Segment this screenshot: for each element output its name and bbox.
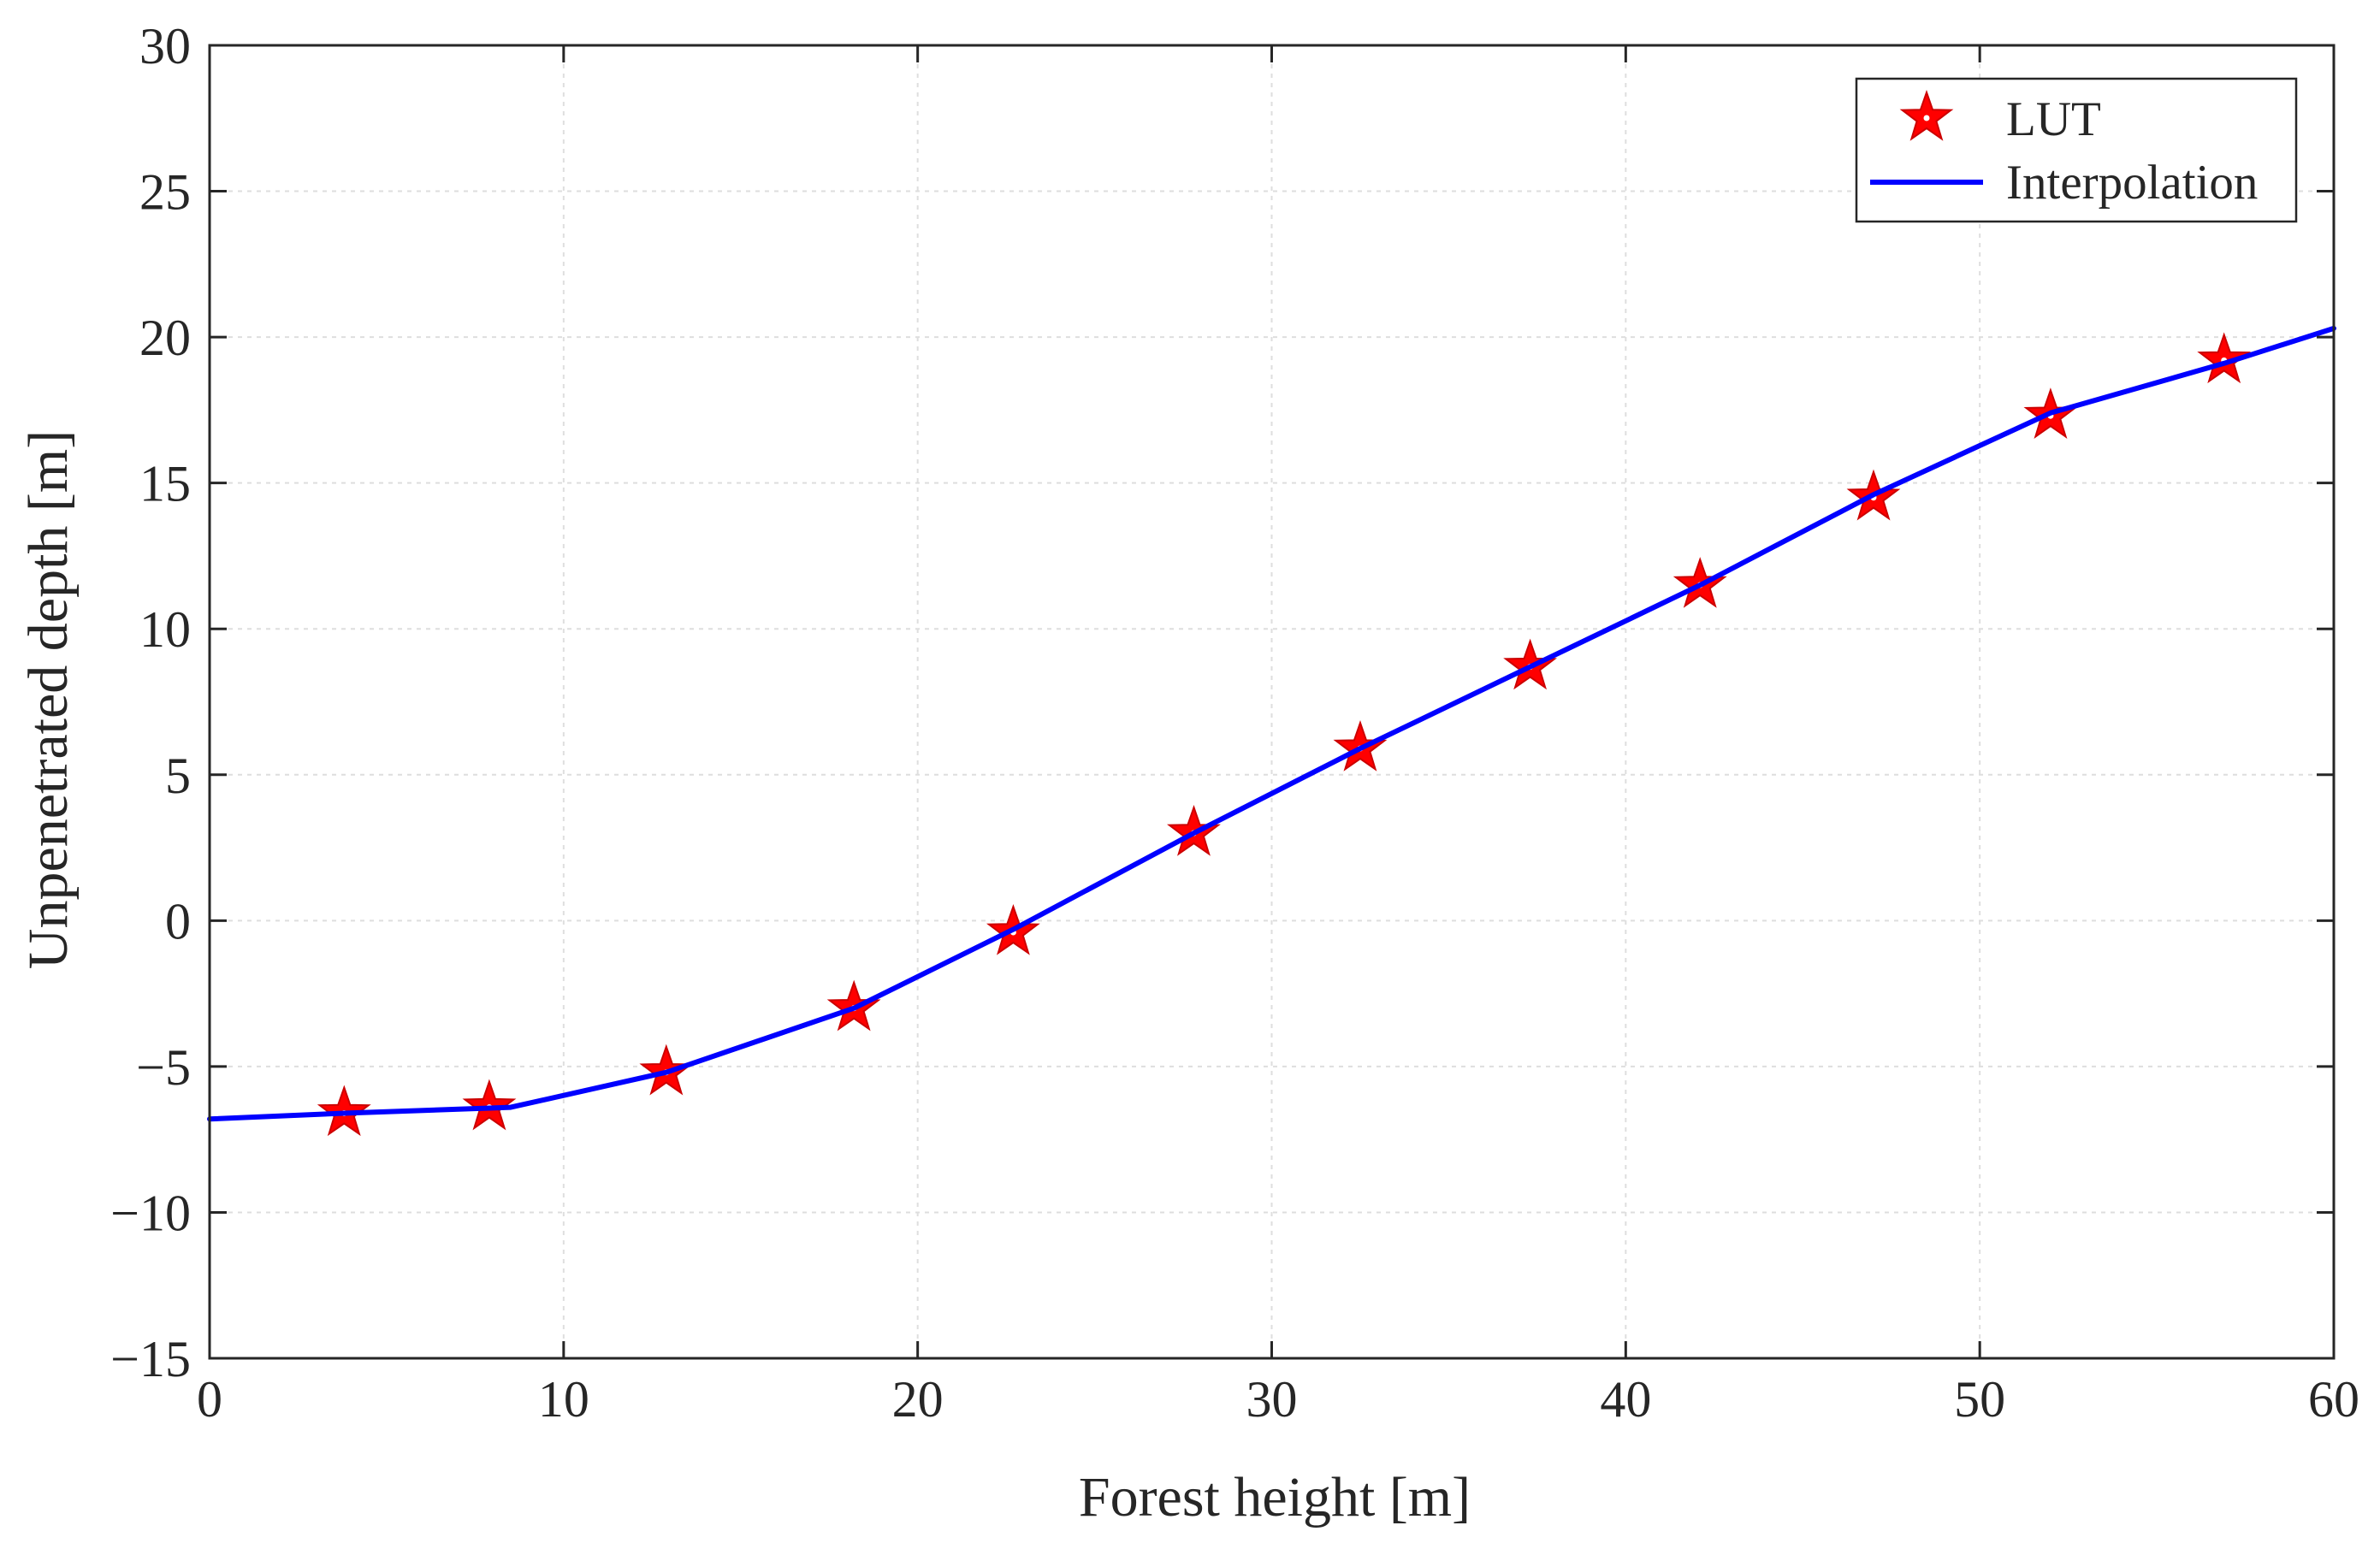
y-tick-label: 30 (139, 18, 191, 74)
plot-series (207, 325, 2336, 1137)
legend-lut-label: LUT (2006, 92, 2101, 146)
x-tick-label: 60 (2308, 1371, 2359, 1428)
y-axis-label: Unpenetrated depth [m] (17, 430, 80, 969)
y-tick-label: 10 (139, 601, 191, 658)
x-tick-label: 10 (538, 1371, 589, 1428)
x-axis-label: Forest height [m] (1079, 1466, 1471, 1528)
y-tick-label: 15 (139, 456, 191, 512)
x-tick-label: 50 (1954, 1371, 2005, 1428)
y-tick-label: −10 (110, 1185, 191, 1241)
x-tick-label: 0 (197, 1371, 222, 1428)
x-tick-label: 40 (1600, 1371, 1651, 1428)
x-tick-label: 20 (892, 1371, 944, 1428)
y-tick-label: −15 (110, 1331, 191, 1387)
y-tick-label: 0 (165, 893, 191, 949)
legend: LUT Interpolation (1855, 77, 2298, 223)
y-tick-label: 25 (139, 164, 191, 221)
y-tick-label: −5 (136, 1039, 191, 1096)
legend-interpolation-label: Interpolation (2006, 156, 2258, 210)
interpolation-line (207, 325, 2336, 1122)
y-tick-label: 5 (165, 748, 191, 804)
axis-ticks: 0 10 20 30 40 50 60 −15 −10 −5 0 5 10 15 20 25 30 (110, 18, 2359, 1428)
x-tick-label: 30 (1246, 1371, 1298, 1428)
y-tick-label: 20 (139, 310, 191, 366)
legend-lut-marker-center (1923, 115, 1930, 121)
